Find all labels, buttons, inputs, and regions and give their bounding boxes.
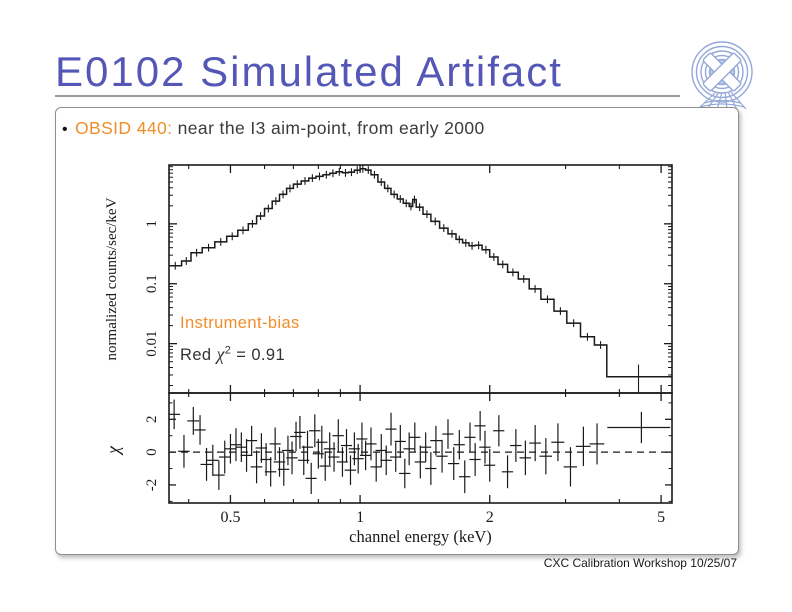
chi-exponent: 2: [224, 344, 232, 357]
page-title: E0102 Simulated Artifact: [55, 48, 563, 95]
svg-text:χ: χ: [103, 445, 123, 456]
annotation-instrument-bias: Instrument-bias: [180, 314, 300, 332]
chi-symbol: χ: [216, 344, 225, 364]
bullet-obsid: OBSID 440:: [75, 118, 173, 138]
cxc-logo-icon: [683, 40, 761, 111]
svg-text:2: 2: [144, 416, 160, 424]
spectrum-chart: 0.01 0.1 1 -2 0 2 0.5 1 2 5 channel energy (keV) no…: [100, 146, 700, 550]
chi-label-post: = 0.91: [231, 346, 286, 364]
svg-text:-2: -2: [144, 479, 160, 492]
svg-text:0.5: 0.5: [220, 509, 240, 526]
svg-text:0.1: 0.1: [144, 274, 160, 293]
bullet-text: near the I3 aim-point, from early 2000: [172, 118, 485, 138]
svg-text:channel energy (keV): channel energy (keV): [349, 527, 492, 546]
bullet-marker: •: [62, 121, 69, 138]
svg-text:0.01: 0.01: [144, 331, 160, 357]
svg-text:5: 5: [657, 509, 665, 526]
svg-text:2: 2: [486, 509, 494, 526]
title-underline: [55, 95, 680, 97]
svg-text:1: 1: [356, 509, 364, 526]
footer-credit: CXC Calibration Workshop 10/25/07: [543, 556, 737, 570]
chi-label-pre: Red: [180, 346, 217, 364]
cxc-logo-svg: [691, 41, 753, 111]
svg-text:0: 0: [144, 448, 160, 456]
svg-text:normalized counts/sec/keV: normalized counts/sec/keV: [104, 197, 120, 360]
spectrum-chart-svg: 0.01 0.1 1 -2 0 2 0.5 1 2 5 channel energy (keV) no…: [103, 164, 673, 546]
bullet-item: • OBSID 440: near the I3 aim-point, from …: [62, 118, 485, 139]
annotation-reduced-chi2: Red χ2 = 0.91: [180, 344, 285, 365]
svg-text:1: 1: [144, 220, 160, 228]
